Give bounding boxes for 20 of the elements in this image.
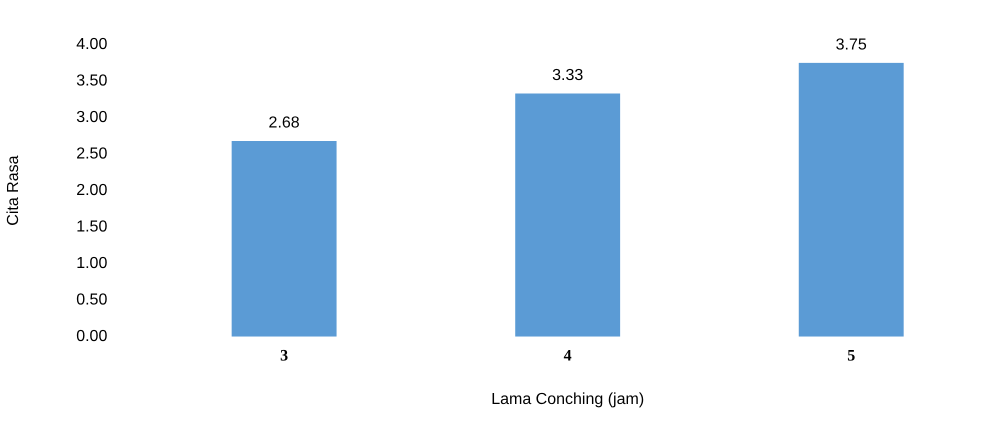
bar <box>798 62 904 337</box>
y-tick-label: 3.50 <box>76 72 108 90</box>
y-tick-label: 3.00 <box>76 109 108 126</box>
x-tick-label: 3 <box>280 347 288 364</box>
x-tick-label: 4 <box>564 347 572 364</box>
y-tick-label: 1.50 <box>76 218 108 236</box>
bar <box>232 140 337 337</box>
y-tick-label: 1.00 <box>76 255 108 272</box>
y-tick-label: 2.00 <box>76 182 108 200</box>
x-axis-title: Lama Conching (jam) <box>491 390 644 408</box>
bar <box>515 94 620 337</box>
y-axis-title: Cita Rasa <box>5 155 22 226</box>
data-label: 3.33 <box>552 66 584 84</box>
y-tick-label: 4.00 <box>76 36 108 54</box>
y-tick-label: 2.50 <box>76 146 108 163</box>
y-tick-label: 0.00 <box>76 328 108 346</box>
data-label: 2.68 <box>268 114 300 132</box>
x-tick-label: 5 <box>847 347 856 364</box>
data-label: 3.75 <box>836 36 867 54</box>
y-tick-label: 0.50 <box>76 292 108 309</box>
